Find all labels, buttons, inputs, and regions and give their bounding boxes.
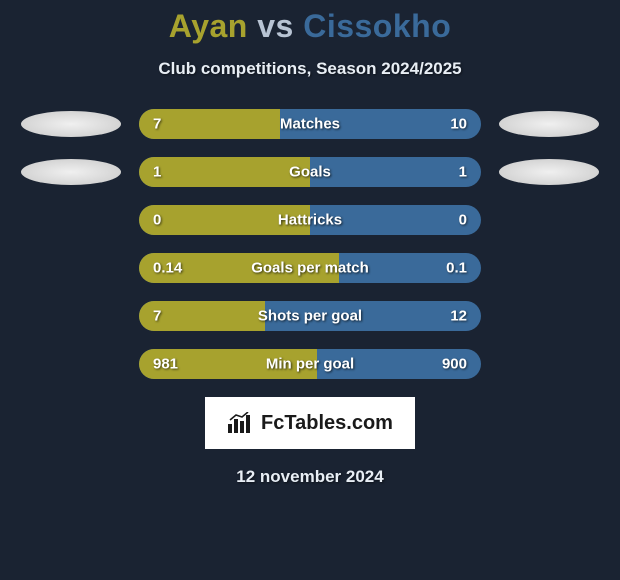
stat-bar: 0 0 Hattricks	[139, 205, 481, 235]
player1-marker	[21, 111, 121, 137]
stat-value-right: 1	[459, 164, 467, 181]
stat-value-left: 7	[153, 116, 161, 133]
chart-icon	[227, 412, 253, 434]
stat-value-right: 0.1	[446, 260, 467, 277]
stat-value-left: 0.14	[153, 260, 182, 277]
stat-label: Shots per goal	[258, 308, 362, 325]
stat-value-right: 12	[450, 308, 467, 325]
stat-value-right: 10	[450, 116, 467, 133]
stat-row: 1 1 Goals	[0, 157, 620, 187]
stat-bar: 981 900 Min per goal	[139, 349, 481, 379]
player2-marker	[499, 111, 599, 137]
player2-name: Cissokho	[303, 8, 451, 44]
player1-name: Ayan	[169, 8, 248, 44]
stat-bar: 7 10 Matches	[139, 109, 481, 139]
stat-value-left: 981	[153, 356, 178, 373]
player2-marker	[499, 159, 599, 185]
stat-row: 0.14 0.1 Goals per match	[0, 253, 620, 283]
title: Ayan vs Cissokho	[0, 8, 620, 45]
title-vs: vs	[257, 8, 294, 44]
source-badge[interactable]: FcTables.com	[205, 397, 415, 449]
source-badge-text: FcTables.com	[261, 412, 393, 435]
stat-label: Matches	[280, 116, 340, 133]
stat-value-left: 7	[153, 308, 161, 325]
stat-bar: 7 12 Shots per goal	[139, 301, 481, 331]
subtitle: Club competitions, Season 2024/2025	[0, 59, 620, 79]
stat-label: Hattricks	[278, 212, 342, 229]
stat-label: Goals per match	[251, 260, 369, 277]
stat-label: Min per goal	[266, 356, 354, 373]
stat-row: 981 900 Min per goal	[0, 349, 620, 379]
stat-bar-left-fill	[139, 157, 310, 187]
player1-marker	[21, 159, 121, 185]
stat-bar: 1 1 Goals	[139, 157, 481, 187]
stats-list: 7 10 Matches 1 1 Goals 0 0 Hattricks 0.14 0.1 Goals…	[0, 109, 620, 379]
stat-label: Goals	[289, 164, 331, 181]
date-label: 12 november 2024	[0, 467, 620, 487]
stat-row: 0 0 Hattricks	[0, 205, 620, 235]
comparison-card: Ayan vs Cissokho Club competitions, Seas…	[0, 0, 620, 487]
stat-row: 7 10 Matches	[0, 109, 620, 139]
stat-value-right: 0	[459, 212, 467, 229]
stat-value-left: 1	[153, 164, 161, 181]
stat-row: 7 12 Shots per goal	[0, 301, 620, 331]
stat-bar: 0.14 0.1 Goals per match	[139, 253, 481, 283]
stat-value-left: 0	[153, 212, 161, 229]
stat-value-right: 900	[442, 356, 467, 373]
